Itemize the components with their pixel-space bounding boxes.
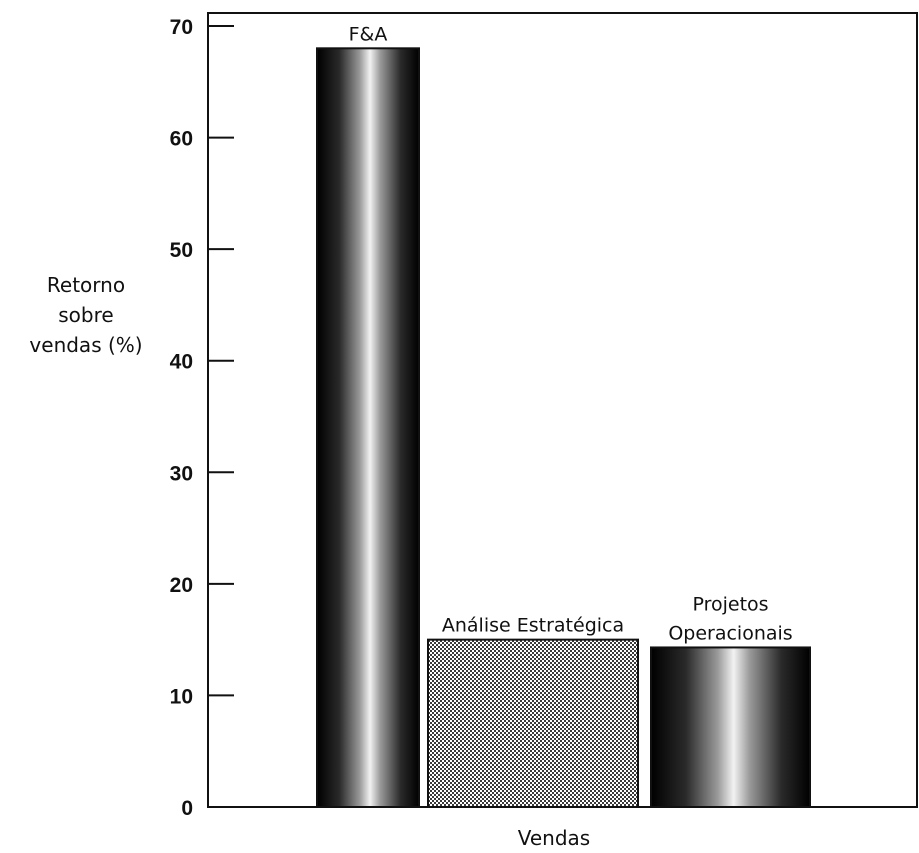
y-tick-label: 60	[170, 128, 193, 151]
y-tick-label: 50	[170, 239, 193, 262]
y-axis-title-line-1: Retorno	[47, 273, 125, 297]
plot-frame	[208, 12, 918, 807]
y-tick-label: 70	[170, 16, 193, 39]
y-axis-title-line-2: sobre	[58, 303, 113, 327]
bar-label: Análise Estratégica	[442, 615, 624, 637]
y-tick-label: 10	[170, 685, 193, 708]
y-tick-label: 30	[170, 462, 193, 485]
bar-label: Projetos	[692, 593, 768, 615]
bar-1	[316, 47, 420, 809]
x-axis-title: Vendas	[518, 826, 590, 850]
bar-label: F&A	[349, 23, 388, 45]
y-axis-title-line-3: vendas (%)	[29, 333, 142, 357]
y-tick-label: 0	[181, 797, 193, 820]
bar-3	[650, 646, 811, 809]
bar-label: Operacionais	[668, 622, 792, 644]
y-tick-label: 40	[170, 351, 193, 374]
bar-2	[427, 638, 639, 809]
y-tick-label: 20	[170, 574, 193, 597]
